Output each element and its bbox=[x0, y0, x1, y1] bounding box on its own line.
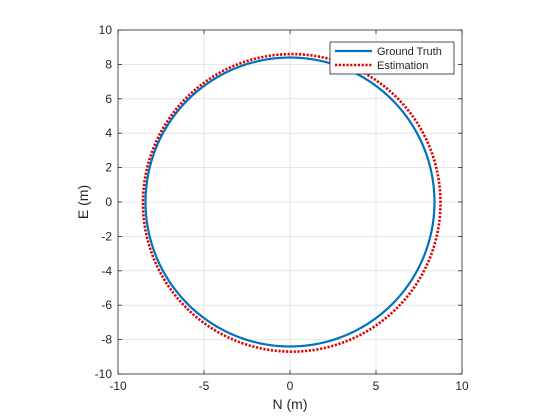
y-tick-label: 8 bbox=[105, 57, 112, 71]
x-tick-label: -5 bbox=[199, 379, 210, 393]
x-tick-label: 10 bbox=[455, 379, 469, 393]
plot-area: -10 -5 0 5 10 -10 -8 -6 -4 -2 0 2 4 6 8 10 bbox=[95, 23, 469, 393]
y-tick-label: -4 bbox=[101, 264, 112, 278]
x-axis-label: N (m) bbox=[273, 396, 308, 412]
y-tick-label: 10 bbox=[99, 23, 113, 37]
y-tick-label: -8 bbox=[101, 333, 112, 347]
ticks: -10 -5 0 5 10 -10 -8 -6 -4 -2 0 2 4 6 8 10 bbox=[95, 23, 469, 393]
legend: Ground Truth Estimation bbox=[329, 41, 455, 75]
y-tick-label: -2 bbox=[101, 229, 112, 243]
legend-label-ground-truth: Ground Truth bbox=[377, 46, 442, 58]
y-tick-label: 4 bbox=[105, 126, 112, 140]
y-tick-label: 0 bbox=[105, 195, 112, 209]
y-axis-label: E (m) bbox=[75, 185, 91, 219]
legend-label-estimation: Estimation bbox=[377, 60, 428, 72]
grid bbox=[118, 30, 462, 374]
y-tick-label: -6 bbox=[101, 298, 112, 312]
y-tick-label: 6 bbox=[105, 92, 112, 106]
legend-box bbox=[329, 41, 455, 75]
x-tick-label: -10 bbox=[109, 379, 127, 393]
series-ground-truth bbox=[144, 56, 436, 348]
x-tick-label: 0 bbox=[287, 379, 294, 393]
x-tick-label: 5 bbox=[373, 379, 380, 393]
series-layer bbox=[141, 52, 442, 353]
y-tick-label: -10 bbox=[95, 367, 113, 381]
y-tick-label: 2 bbox=[105, 161, 112, 175]
